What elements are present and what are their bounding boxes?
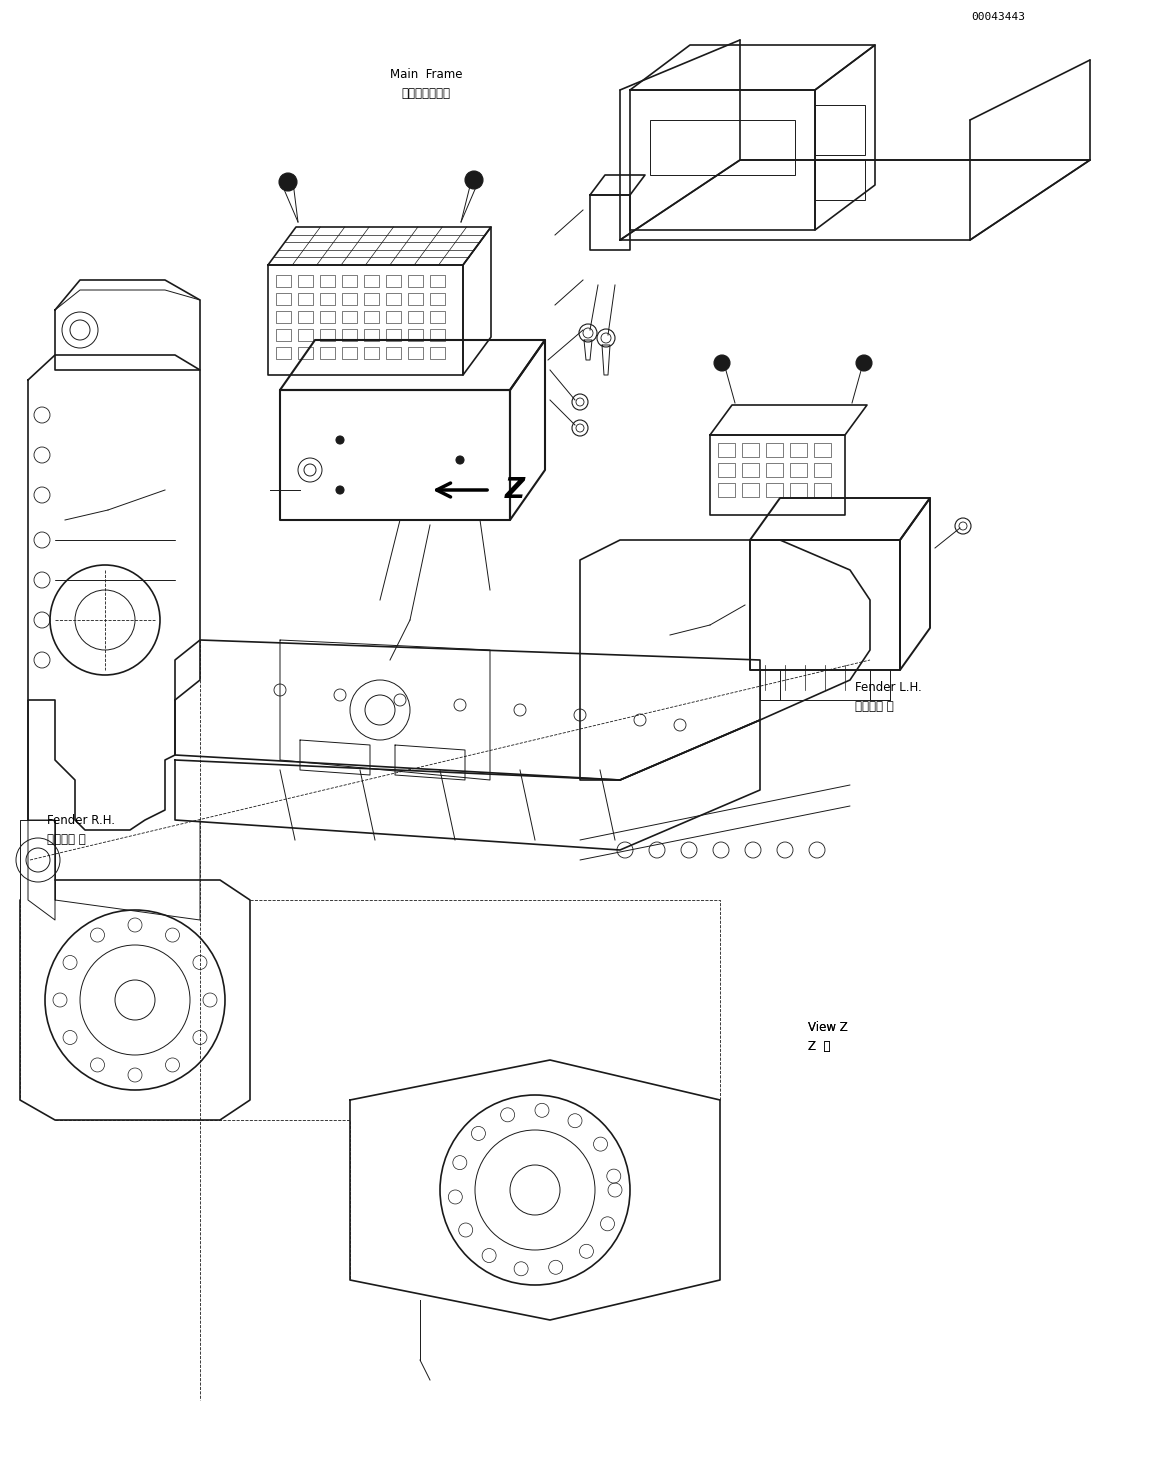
Bar: [790, 463, 807, 477]
Circle shape: [456, 456, 464, 463]
Bar: [742, 482, 759, 497]
Bar: [814, 463, 832, 477]
Bar: [276, 293, 291, 304]
Text: メインフレーム: メインフレーム: [401, 87, 450, 100]
Bar: [430, 330, 445, 341]
Bar: [718, 463, 735, 477]
Bar: [408, 275, 423, 287]
Bar: [790, 443, 807, 457]
Bar: [320, 330, 335, 341]
Bar: [276, 330, 291, 341]
Circle shape: [465, 171, 483, 188]
Bar: [342, 310, 357, 324]
Circle shape: [856, 355, 872, 371]
Bar: [814, 482, 832, 497]
Bar: [342, 347, 357, 359]
Text: フェンダ 右: フェンダ 右: [47, 833, 85, 846]
Bar: [718, 443, 735, 457]
Circle shape: [714, 355, 730, 371]
Circle shape: [336, 435, 344, 444]
Bar: [790, 482, 807, 497]
Bar: [386, 330, 401, 341]
Bar: [364, 330, 379, 341]
Bar: [298, 330, 313, 341]
Text: View Z: View Z: [808, 1021, 848, 1034]
Text: フェンダ 左: フェンダ 左: [855, 700, 893, 713]
Bar: [298, 310, 313, 324]
Text: View Z: View Z: [808, 1021, 848, 1034]
Bar: [766, 443, 783, 457]
Bar: [386, 275, 401, 287]
Bar: [386, 347, 401, 359]
Bar: [342, 275, 357, 287]
Text: Z: Z: [505, 477, 526, 505]
Bar: [298, 293, 313, 304]
Bar: [766, 482, 783, 497]
Bar: [742, 443, 759, 457]
Bar: [814, 443, 832, 457]
Text: Fender R.H.: Fender R.H.: [47, 813, 114, 827]
Bar: [342, 293, 357, 304]
Bar: [718, 482, 735, 497]
Bar: [364, 310, 379, 324]
Bar: [430, 347, 445, 359]
Bar: [320, 293, 335, 304]
Bar: [276, 275, 291, 287]
Bar: [364, 293, 379, 304]
Bar: [408, 347, 423, 359]
Bar: [298, 347, 313, 359]
Bar: [364, 347, 379, 359]
Circle shape: [279, 174, 297, 191]
Bar: [408, 310, 423, 324]
Bar: [320, 347, 335, 359]
Text: 00043443: 00043443: [971, 12, 1025, 22]
Bar: [650, 121, 795, 175]
Bar: [766, 463, 783, 477]
Bar: [430, 275, 445, 287]
Bar: [342, 330, 357, 341]
Bar: [320, 310, 335, 324]
Bar: [430, 310, 445, 324]
Bar: [408, 293, 423, 304]
Bar: [815, 160, 865, 200]
Bar: [408, 330, 423, 341]
Bar: [320, 275, 335, 287]
Bar: [742, 463, 759, 477]
Text: Z  視: Z 視: [808, 1040, 830, 1053]
Bar: [430, 293, 445, 304]
Text: Fender L.H.: Fender L.H.: [855, 681, 921, 694]
Bar: [364, 275, 379, 287]
Text: Z  視: Z 視: [808, 1040, 830, 1053]
Bar: [815, 104, 865, 154]
Bar: [276, 310, 291, 324]
Circle shape: [336, 485, 344, 494]
Bar: [386, 310, 401, 324]
Bar: [298, 275, 313, 287]
Bar: [386, 293, 401, 304]
Bar: [276, 347, 291, 359]
Text: Main  Frame: Main Frame: [390, 68, 462, 81]
